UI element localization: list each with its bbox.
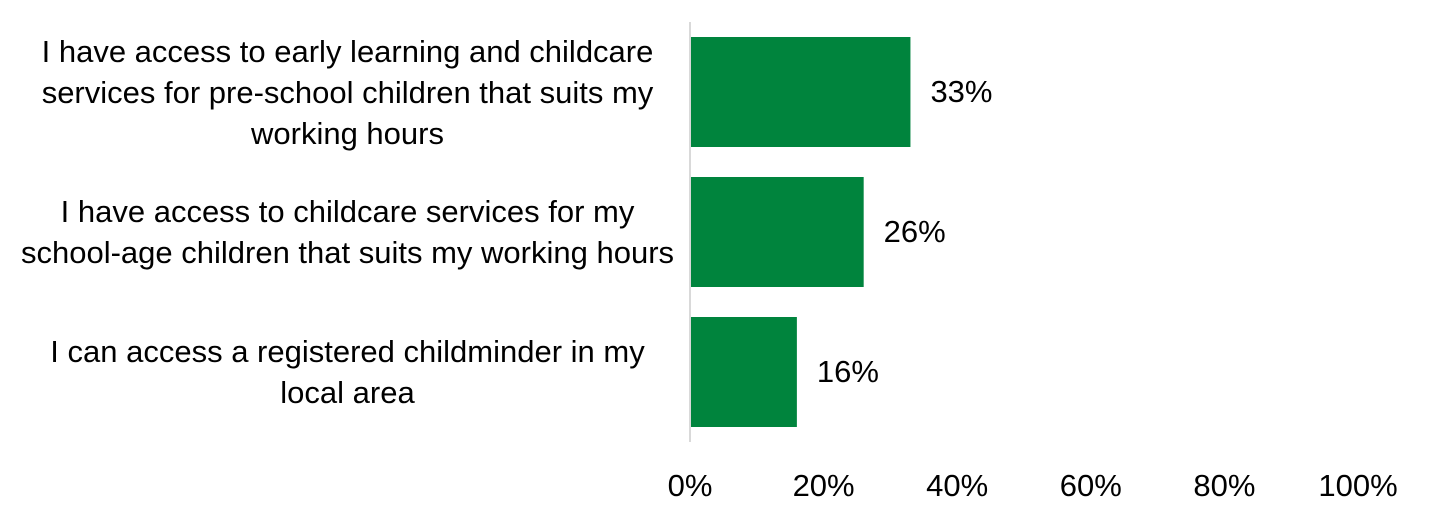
category-label: I have access to early learning and chil… [41, 33, 654, 151]
x-tick-label: 60% [1060, 468, 1122, 503]
category-label: I can access a registered childminder in… [50, 334, 645, 410]
x-tick-label: 100% [1318, 468, 1397, 503]
bar [690, 317, 797, 427]
x-tick-label: 40% [926, 468, 988, 503]
bar [690, 37, 911, 147]
category-label: I have access to childcare services for … [20, 194, 675, 270]
bar [690, 177, 864, 287]
x-tick-label: 20% [793, 468, 855, 503]
value-label: 16% [817, 354, 879, 389]
value-label: 26% [884, 214, 946, 249]
value-label: 33% [930, 74, 992, 109]
x-tick-label: 80% [1193, 468, 1255, 503]
x-tick-label: 0% [668, 468, 713, 503]
